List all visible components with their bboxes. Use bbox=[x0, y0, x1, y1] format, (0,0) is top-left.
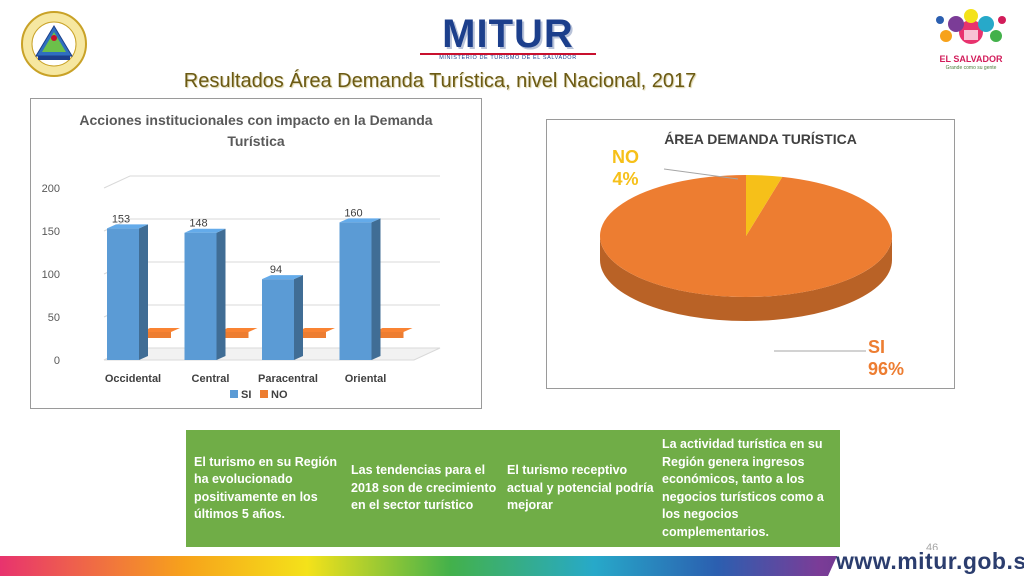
bar-no bbox=[141, 332, 171, 338]
bar-si-side bbox=[216, 228, 226, 360]
finding-item: Las tendencias para el 2018 son de creci… bbox=[351, 463, 497, 513]
x-category-label: Oriental bbox=[345, 373, 387, 385]
bar-chart-title: Acciones institucionales con impacto en … bbox=[79, 112, 433, 149]
y-tick-label: 100 bbox=[42, 269, 60, 281]
bar-si-top bbox=[107, 224, 148, 229]
bar-si-value-label: 153 bbox=[112, 213, 130, 225]
bar-si-top bbox=[339, 218, 381, 223]
bar-no-top bbox=[141, 328, 180, 332]
brand-flower-icon bbox=[936, 9, 1006, 44]
y-tick-label: 150 bbox=[42, 226, 60, 238]
seal-icon bbox=[21, 11, 87, 77]
page-title: Resultados Área Demanda Turística, nivel… bbox=[183, 70, 697, 92]
x-category-label: Paracentral bbox=[258, 373, 318, 385]
finding-item: El turismo receptivo actual y potencial … bbox=[507, 463, 654, 513]
y-tick-label: 200 bbox=[42, 183, 60, 195]
bar-si-value-label: 148 bbox=[189, 218, 207, 230]
bar-si bbox=[262, 279, 294, 360]
mitur-logo: MITUR MINISTERIO DE TURISMO DE EL SALVAD… bbox=[418, 14, 598, 64]
el-salvador-seal bbox=[14, 10, 94, 78]
bar-no bbox=[296, 332, 326, 338]
el-salvador-brand-logo: EL SALVADOR Grande como su gente bbox=[928, 6, 1014, 74]
gridline-depth bbox=[103, 175, 131, 189]
pie-label-si-value: 96% bbox=[868, 359, 905, 379]
pie-chart bbox=[600, 168, 892, 352]
bar-no-top bbox=[373, 328, 413, 332]
brand-logo-text: EL SALVADOR bbox=[939, 54, 1003, 64]
x-category-label: Central bbox=[192, 373, 230, 385]
legend-swatch-no bbox=[260, 390, 268, 398]
bar-si-value-label: 94 bbox=[270, 264, 282, 276]
finding-item: El turismo en su Región ha evolucionado … bbox=[194, 454, 338, 522]
pie-label-si-name: SI bbox=[868, 337, 886, 357]
legend-label-no: NO bbox=[271, 389, 288, 401]
bar-no-top bbox=[218, 328, 258, 332]
pie-slice-si-side bbox=[600, 236, 892, 321]
bar-si-side bbox=[139, 224, 148, 360]
findings-box: El turismo en su Región ha evolucionado … bbox=[186, 430, 840, 547]
bar-si-side bbox=[294, 275, 303, 360]
brand-slogan: Grande como su gente bbox=[945, 65, 997, 71]
pie-slice-no bbox=[746, 175, 783, 236]
y-tick-label: 0 bbox=[54, 355, 60, 367]
bar-no bbox=[373, 332, 404, 338]
bar-chart: 0501001502006153Occidental7148Central294… bbox=[42, 175, 441, 401]
bar-si bbox=[339, 222, 372, 360]
bar-si-top bbox=[262, 275, 303, 280]
pie-label-no-name: NO bbox=[612, 147, 639, 167]
finding-item: La actividad turística en su Región gene… bbox=[662, 437, 824, 539]
y-tick-label: 50 bbox=[48, 312, 60, 324]
bar-si-side bbox=[371, 218, 381, 360]
pie-label-si: SI 96% bbox=[868, 336, 904, 380]
footer-url: www.mitur.gob.sv bbox=[836, 548, 1024, 574]
pie-leader-no bbox=[663, 168, 739, 180]
legend-label-si: SI bbox=[241, 389, 251, 401]
bar-no bbox=[218, 332, 249, 338]
bar-si-top bbox=[184, 228, 226, 233]
footer-color-stripe bbox=[0, 556, 1024, 576]
footer-url-background bbox=[828, 550, 1024, 576]
x-category-label: Occidental bbox=[105, 373, 161, 385]
mitur-logo-text: MITUR bbox=[442, 12, 574, 56]
bar-si bbox=[184, 232, 217, 360]
pie-label-no: NO 4% bbox=[612, 146, 639, 190]
pie-chart-title: ÁREA DEMANDA TURÍSTICA bbox=[664, 131, 857, 147]
pie-label-no-value: 4% bbox=[612, 169, 639, 189]
bar-si bbox=[107, 228, 139, 360]
legend-swatch-si bbox=[230, 390, 238, 398]
bar-no-top bbox=[296, 328, 335, 332]
mitur-logo-subtitle: MINISTERIO DE TURISMO DE EL SALVADOR bbox=[439, 55, 577, 61]
mitur-logo-underline bbox=[420, 53, 596, 55]
bar-si-value-label: 160 bbox=[344, 207, 362, 219]
